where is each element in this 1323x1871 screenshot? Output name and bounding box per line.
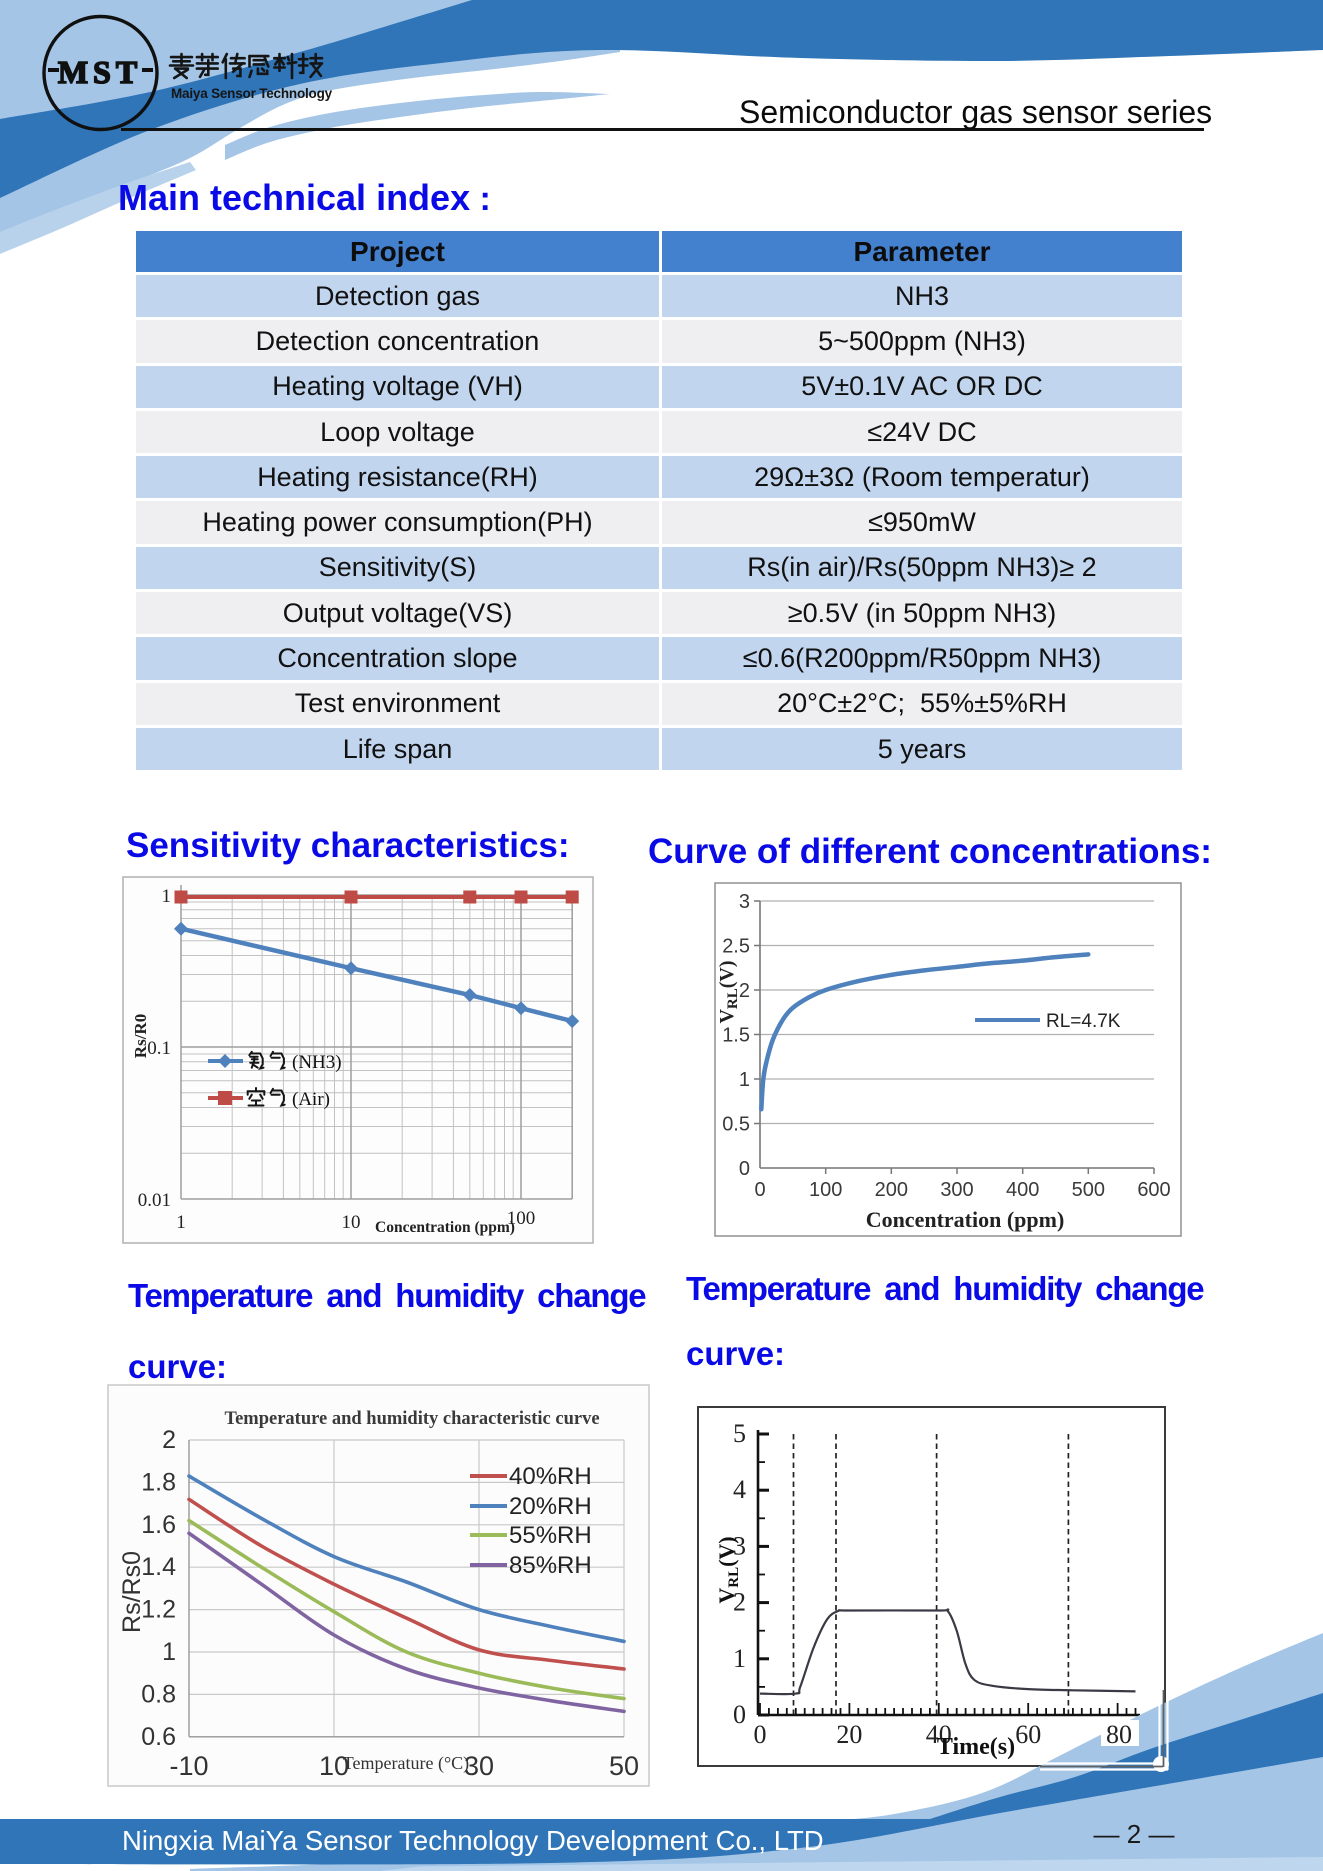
svg-text:400: 400 bbox=[1006, 1179, 1039, 1201]
svg-text:2.5: 2.5 bbox=[722, 936, 750, 958]
svg-text:Rs/R0: Rs/R0 bbox=[131, 1014, 150, 1058]
svg-text:— 2 —: — 2 — bbox=[1094, 1819, 1175, 1849]
svg-text:500: 500 bbox=[1072, 1179, 1105, 1201]
svg-text:3: 3 bbox=[733, 1531, 746, 1560]
svg-text:1.5: 1.5 bbox=[722, 1025, 750, 1047]
svg-text:Concentration (ppm): Concentration (ppm) bbox=[375, 1219, 515, 1236]
svg-text:0.1: 0.1 bbox=[147, 1038, 171, 1059]
svg-text:0: 0 bbox=[739, 1158, 750, 1180]
svg-text:50: 50 bbox=[609, 1751, 639, 1781]
svg-text:RL=4.7K: RL=4.7K bbox=[1046, 1011, 1121, 1032]
svg-text:55%RH: 55%RH bbox=[509, 1522, 592, 1549]
svg-text:(NH3): (NH3) bbox=[292, 1052, 342, 1073]
svg-text:40%RH: 40%RH bbox=[509, 1463, 592, 1490]
svg-text:0: 0 bbox=[754, 1720, 767, 1749]
svg-text:60: 60 bbox=[1015, 1720, 1041, 1749]
svg-text:2: 2 bbox=[739, 980, 750, 1002]
svg-text:Rs/Rs0: Rs/Rs0 bbox=[118, 1551, 146, 1633]
svg-text:0.5: 0.5 bbox=[722, 1114, 750, 1136]
svg-text:1.6: 1.6 bbox=[141, 1511, 176, 1539]
svg-text:1.2: 1.2 bbox=[141, 1596, 176, 1624]
svg-text:0.01: 0.01 bbox=[138, 1190, 171, 1211]
svg-text:600: 600 bbox=[1137, 1179, 1170, 1201]
svg-text:1.4: 1.4 bbox=[141, 1553, 176, 1581]
svg-text:0.8: 0.8 bbox=[141, 1680, 176, 1708]
svg-text:1: 1 bbox=[739, 1069, 750, 1091]
svg-text:-10: -10 bbox=[169, 1751, 208, 1781]
svg-text:85%RH: 85%RH bbox=[509, 1552, 592, 1579]
svg-text:40: 40 bbox=[926, 1720, 952, 1749]
svg-text:200: 200 bbox=[875, 1179, 908, 1201]
svg-text:1: 1 bbox=[162, 1638, 176, 1666]
svg-text:1: 1 bbox=[162, 886, 172, 907]
svg-text:0.6: 0.6 bbox=[141, 1723, 176, 1751]
svg-text:300: 300 bbox=[940, 1179, 973, 1201]
svg-text:Temperature and humidity chara: Temperature and humidity characteristic … bbox=[224, 1409, 599, 1429]
svg-text:20: 20 bbox=[836, 1720, 862, 1749]
svg-text:(Air): (Air) bbox=[292, 1089, 330, 1110]
svg-text:100: 100 bbox=[809, 1179, 842, 1201]
svg-text:0: 0 bbox=[733, 1700, 746, 1729]
svg-text:80: 80 bbox=[1106, 1720, 1132, 1749]
svg-text:Temperature (°C): Temperature (°C) bbox=[343, 1753, 469, 1774]
svg-text:4: 4 bbox=[733, 1475, 746, 1504]
svg-text:1: 1 bbox=[176, 1212, 186, 1233]
svg-text:0: 0 bbox=[754, 1179, 765, 1201]
svg-text:2: 2 bbox=[162, 1426, 176, 1454]
svg-text:5: 5 bbox=[733, 1419, 746, 1448]
svg-text:20%RH: 20%RH bbox=[509, 1493, 592, 1520]
svg-text:Concentration (ppm): Concentration (ppm) bbox=[866, 1207, 1065, 1232]
svg-text:MST: MST bbox=[58, 54, 142, 90]
svg-text:Time(s): Time(s) bbox=[937, 1734, 1015, 1760]
svg-text:1: 1 bbox=[733, 1644, 746, 1673]
svg-text:100: 100 bbox=[507, 1208, 536, 1229]
svg-text:10: 10 bbox=[319, 1751, 349, 1781]
svg-text:2: 2 bbox=[733, 1588, 746, 1617]
svg-text:1.8: 1.8 bbox=[141, 1468, 176, 1496]
svg-text:10: 10 bbox=[342, 1212, 361, 1233]
svg-text:3: 3 bbox=[739, 891, 750, 913]
svg-text:30: 30 bbox=[464, 1751, 494, 1781]
svg-text:Maiya Sensor Technology: Maiya Sensor Technology bbox=[171, 86, 333, 101]
svg-text:Ningxia MaiYa Sensor Technolog: Ningxia MaiYa Sensor Technology Developm… bbox=[122, 1825, 824, 1856]
